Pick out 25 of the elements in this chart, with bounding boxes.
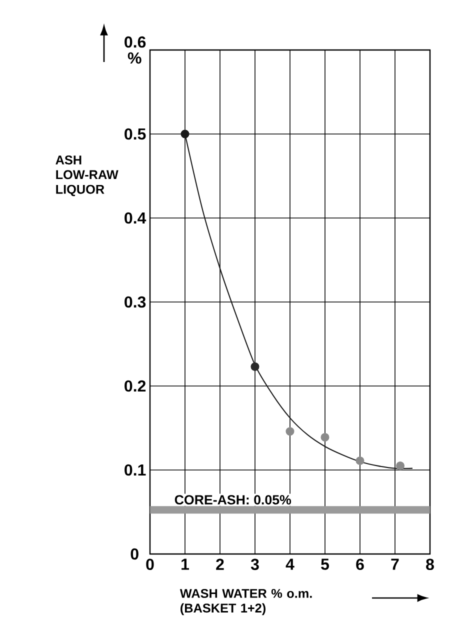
- x-tick-label: 6: [356, 558, 364, 570]
- point: [180, 130, 190, 138]
- x-tick-label: 3: [250, 558, 259, 570]
- y-tick-label: 0.1: [124, 464, 146, 476]
- band-label: CORE-ASH: 0.05%: [174, 495, 292, 505]
- x-tick-label: 0: [146, 558, 154, 570]
- y-tick-label: 0.6 %: [124, 36, 146, 64]
- point: [286, 427, 294, 436]
- x-tick-label: 1: [182, 558, 189, 570]
- y-tick-label: 0: [130, 548, 138, 560]
- y-tick-label: 0.4: [124, 212, 146, 224]
- point: [356, 456, 364, 466]
- x-tick-label: 8: [426, 558, 434, 570]
- x-tick-label: 4: [286, 558, 294, 570]
- y-tick-label: 0.2: [124, 380, 146, 392]
- x-tick-label: 2: [216, 558, 224, 570]
- point: [320, 432, 330, 442]
- point: [250, 362, 260, 371]
- y-tick-label: 0.3: [124, 296, 146, 308]
- x-tick-label: 5: [321, 558, 329, 570]
- x-axis-title: WASH WATER % o.m. (BASKET 1+2): [180, 588, 312, 616]
- y-tick-label: 0.5: [124, 128, 146, 140]
- x-tick-label: 7: [391, 558, 399, 570]
- y-axis-title: ASH LOW-RAW LIQUOR: [56, 156, 118, 196]
- point: [396, 462, 405, 470]
